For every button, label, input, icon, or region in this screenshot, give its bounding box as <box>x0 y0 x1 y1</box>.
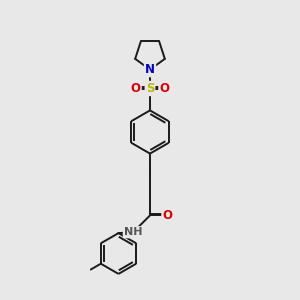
Text: N: N <box>145 63 155 76</box>
Text: NH: NH <box>124 227 142 237</box>
Text: O: O <box>130 82 141 95</box>
Text: S: S <box>146 82 154 95</box>
Text: O: O <box>162 209 172 222</box>
Text: O: O <box>159 82 170 95</box>
